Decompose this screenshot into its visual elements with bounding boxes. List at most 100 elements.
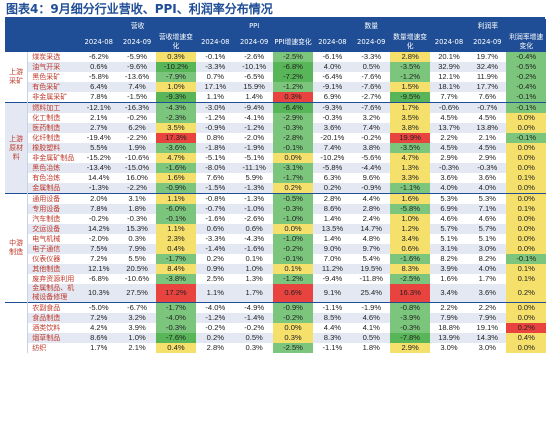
value-cell: -3.0% bbox=[195, 102, 235, 113]
value-cell: -2.2% bbox=[117, 183, 157, 194]
value-cell: -3.6% bbox=[156, 143, 196, 153]
value-cell: 7.2% bbox=[79, 313, 118, 323]
value-cell: 1.4% bbox=[312, 214, 353, 224]
value-cell: 13.5% bbox=[312, 224, 353, 234]
value-cell: 0.0% bbox=[506, 143, 546, 153]
value-cell: -1.4% bbox=[195, 244, 235, 254]
value-cell: -6.4% bbox=[273, 102, 313, 113]
value-cell: 3.1% bbox=[117, 193, 157, 204]
header-group: 利润率 bbox=[429, 19, 546, 32]
value-cell: 5.4% bbox=[352, 254, 391, 264]
table-row: 油气开采 0.6% -9.6% -10.2% -3.3% -10.1% -6.8% 4.0% 0… bbox=[5, 62, 546, 72]
value-cell: 7.4% bbox=[352, 123, 391, 133]
value-cell: 13.8% bbox=[468, 123, 507, 133]
value-cell: -16.3% bbox=[117, 102, 157, 113]
value-cell: 0.1% bbox=[506, 274, 546, 284]
value-cell: 8.4% bbox=[156, 264, 196, 274]
value-cell: 7.2% bbox=[79, 254, 118, 264]
table-row: 上游原材料 燃料加工 -12.1% -16.3% -4.3% -3.0% -9.4% -6.4… bbox=[5, 102, 546, 194]
value-cell: 4.0% bbox=[312, 62, 353, 72]
value-cell: 1.0% bbox=[117, 333, 157, 343]
value-cell: 6.9% bbox=[429, 204, 469, 214]
value-cell: -1.0% bbox=[235, 204, 274, 214]
value-cell: 12.1% bbox=[79, 264, 118, 274]
industry-name: 金属制品 bbox=[27, 183, 80, 194]
value-cell: 7.8% bbox=[79, 92, 118, 103]
value-cell: -4.1% bbox=[235, 113, 274, 123]
value-cell: -0.9% bbox=[273, 302, 313, 313]
value-cell: -0.2% bbox=[235, 323, 274, 333]
value-cell: 1.6% bbox=[429, 274, 469, 284]
value-cell: -10.6% bbox=[117, 274, 157, 284]
value-cell: -2.2% bbox=[117, 133, 157, 143]
value-cell: 7.7% bbox=[429, 92, 469, 103]
value-cell: -1.4% bbox=[235, 313, 274, 323]
industry-name: 化纤制造 bbox=[27, 133, 80, 143]
table-row: 有色冶炼 14.4% 16.0% 1.6% 7.6% 5.9% -1.7% 6.3% 9.6% 3… bbox=[5, 173, 546, 183]
value-cell: 15.3% bbox=[117, 224, 157, 234]
value-cell: 9.6% bbox=[352, 173, 391, 183]
table-row: 化工制造 2.1% -0.2% -2.3% -1.2% -4.1% -2.9% -0.3% 3.… bbox=[5, 113, 546, 123]
value-cell: -2.3% bbox=[156, 113, 196, 123]
value-cell: -6.1% bbox=[312, 52, 353, 62]
value-cell: 0.6% bbox=[390, 244, 430, 254]
value-cell: 2.0% bbox=[79, 193, 118, 204]
value-cell: -4.3% bbox=[235, 234, 274, 244]
value-cell: -1.6% bbox=[156, 163, 196, 173]
value-cell: -4.4% bbox=[352, 163, 391, 173]
value-cell: 0.6% bbox=[195, 224, 235, 234]
value-cell: 0.2% bbox=[195, 333, 235, 343]
value-cell: 6.2% bbox=[117, 123, 157, 133]
value-cell: 8.2% bbox=[468, 254, 507, 264]
value-cell: 0.1% bbox=[506, 173, 546, 183]
value-cell: 0.8% bbox=[195, 133, 235, 143]
value-cell: 3.4% bbox=[390, 234, 430, 244]
value-cell: 1.0% bbox=[390, 214, 430, 224]
value-cell: -1.7% bbox=[156, 254, 196, 264]
value-cell: 14.4% bbox=[79, 173, 118, 183]
value-cell: -5.1% bbox=[235, 153, 274, 163]
value-cell: 8.6% bbox=[79, 333, 118, 343]
value-cell: 25.4% bbox=[352, 284, 391, 303]
value-cell: 3.4% bbox=[429, 284, 469, 303]
industry-name: 燃料加工 bbox=[27, 102, 80, 113]
table-body: 上游采矿 煤炭采选 -6.2% -5.9% 0.3% -0.1% -2.6% -2.5% -6.… bbox=[5, 52, 546, 353]
table-row: 烟草制品 8.6% 1.0% -7.6% 0.2% 0.5% 0.3% 8.3% 0.5% -7.… bbox=[5, 333, 546, 343]
value-cell: -5.0% bbox=[79, 302, 118, 313]
value-cell: -1.3% bbox=[79, 183, 118, 194]
value-cell: 0.1% bbox=[506, 204, 546, 214]
value-cell: -5.9% bbox=[117, 52, 157, 62]
value-cell: 0.0% bbox=[506, 244, 546, 254]
industry-name: 酒类饮料 bbox=[27, 323, 80, 333]
industry-name: 纺织 bbox=[27, 343, 80, 353]
header-blank bbox=[5, 19, 80, 32]
table-row: 纺织 1.7% 2.1% 0.4% 2.8% 0.3% -2.5% -1.1% 1.8% 2.9%… bbox=[5, 343, 546, 353]
value-cell: 3.6% bbox=[429, 173, 469, 183]
value-cell: -15.2% bbox=[79, 153, 118, 163]
value-cell: -2.6% bbox=[235, 52, 274, 62]
value-cell: 4.0% bbox=[429, 183, 469, 194]
value-cell: -6.7% bbox=[117, 302, 157, 313]
value-cell: 3.5% bbox=[390, 113, 430, 123]
value-cell: 9.7% bbox=[352, 244, 391, 254]
header-sub-9: 2024-08 bbox=[429, 32, 469, 52]
table-row: 电气机械 -2.0% 0.3% 2.3% -3.3% -4.3% -1.0% 1.4% 4.8%… bbox=[5, 234, 546, 244]
industry-name: 有色冶炼 bbox=[27, 173, 80, 183]
table-row: 酒类饮料 4.2% 3.9% -0.3% -0.2% -0.2% 0.0% 4.4% 4.1% -… bbox=[5, 323, 546, 333]
value-cell: -7.2% bbox=[273, 72, 313, 82]
header-blank bbox=[5, 32, 80, 52]
value-cell: 16.0% bbox=[117, 173, 157, 183]
value-cell: 32.4% bbox=[468, 62, 507, 72]
value-cell: -1.1% bbox=[390, 183, 430, 194]
value-cell: 4.4% bbox=[312, 323, 353, 333]
header-sub-8: 数量增速变化 bbox=[390, 32, 430, 52]
table-row: 金属制品、机械设备修理 10.3% 27.5% 17.2% 1.1% 1.7% 0.6% 9.… bbox=[5, 284, 546, 303]
header-sub-4: 2024-09 bbox=[235, 32, 274, 52]
value-cell: -7.9% bbox=[156, 72, 196, 82]
value-cell: 7.9% bbox=[468, 313, 507, 323]
value-cell: 1.1% bbox=[195, 284, 235, 303]
value-cell: -0.2% bbox=[117, 113, 157, 123]
value-cell: -0.7% bbox=[468, 102, 507, 113]
value-cell: 5.3% bbox=[468, 193, 507, 204]
value-cell: 3.5% bbox=[156, 123, 196, 133]
